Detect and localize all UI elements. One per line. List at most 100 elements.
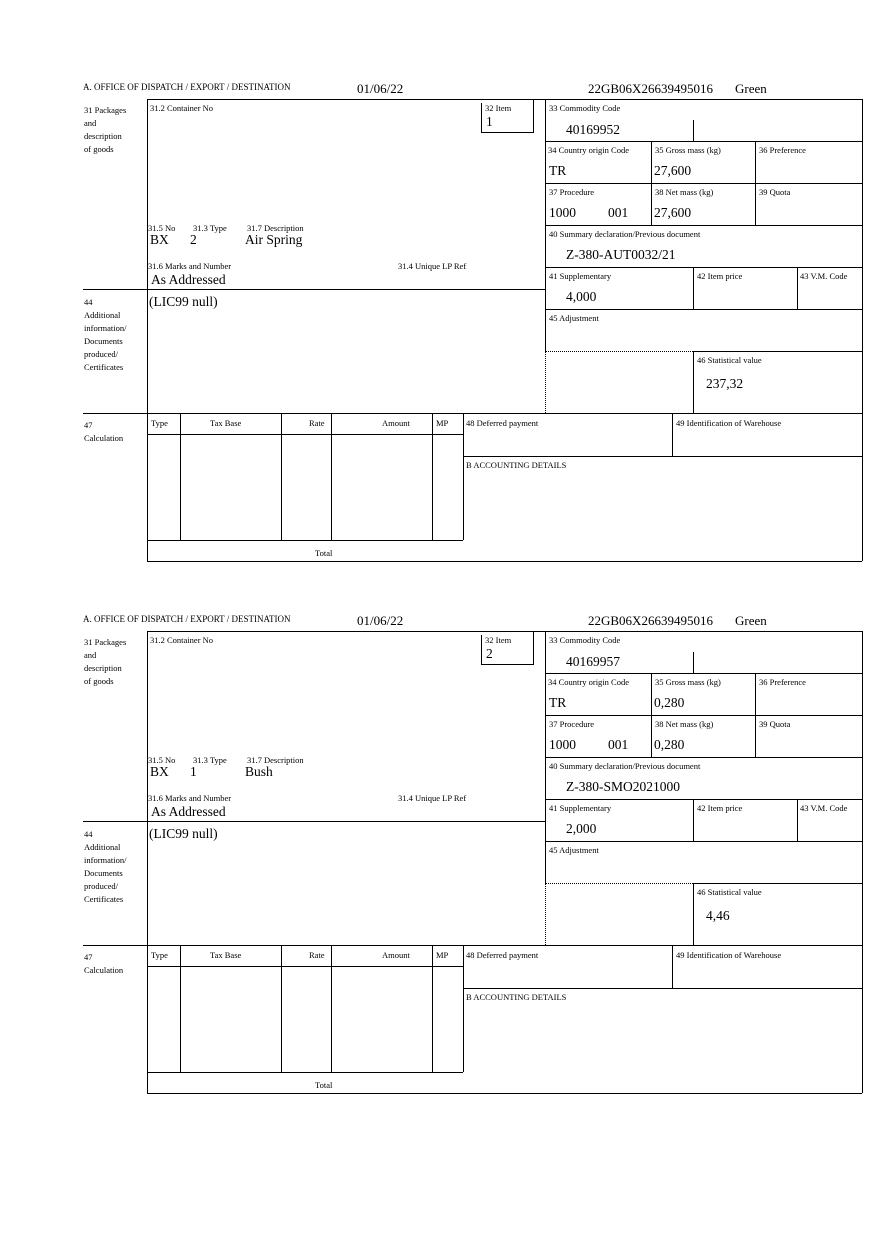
supplementary-label: 41 Supplementary <box>549 271 612 281</box>
marks-value: As Addressed <box>151 804 226 819</box>
horizontal-rule <box>545 141 862 142</box>
net-mass-label: 38 Net mass (kg) <box>655 187 714 197</box>
horizontal-rule <box>545 351 693 352</box>
type-value: 1 <box>190 764 197 779</box>
gross-mass-label: 35 Gross mass (kg) <box>655 677 721 687</box>
vertical-rule <box>180 945 181 1072</box>
accounting-details-label: B ACCOUNTING DETAILS <box>466 460 567 470</box>
type-label: 31.3 Type <box>193 755 227 765</box>
vertical-rule <box>281 945 282 1072</box>
horizontal-rule <box>545 183 862 184</box>
calculation-label: 47 Calculation <box>84 952 124 975</box>
vertical-rule <box>651 141 652 225</box>
additional-info-value: (LIC99 null) <box>149 826 218 841</box>
vertical-rule <box>693 799 694 841</box>
vertical-rule <box>797 267 798 309</box>
type-label: 31.3 Type <box>193 223 227 233</box>
supplementary-value: 4,000 <box>566 289 597 304</box>
item-label: 32 Item <box>485 103 512 113</box>
vertical-rule <box>693 120 694 141</box>
vertical-rule <box>545 883 546 945</box>
channel-status: Green <box>735 613 767 628</box>
no-value: BX <box>150 232 169 247</box>
vertical-rule <box>693 267 694 309</box>
summary-declaration-value: Z-380-AUT0032/21 <box>566 247 676 262</box>
vm-code-label: 43 V.M. Code <box>800 803 848 813</box>
marks-label: 31.6 Marks and Number <box>148 261 232 271</box>
summary-declaration-label: 40 Summary declaration/Previous document <box>549 761 701 771</box>
no-label: 31.5 No <box>148 755 176 765</box>
item-price-label: 42 Item price <box>697 803 743 813</box>
vertical-rule <box>755 141 756 225</box>
commodity-code-value: 40169957 <box>566 654 620 669</box>
container-no-label: 31.2 Container No <box>150 103 214 113</box>
vertical-rule <box>862 631 863 1093</box>
summary-declaration-value: Z-380-SMO2021000 <box>566 779 680 794</box>
vertical-rule <box>693 883 694 945</box>
commodity-code-value: 40169952 <box>566 122 620 137</box>
horizontal-rule <box>545 841 862 842</box>
item-price-label: 42 Item price <box>697 271 743 281</box>
procedure-label: 37 Procedure <box>549 719 595 729</box>
warehouse-label: 49 Identification of Warehouse <box>676 950 782 960</box>
description-value: Air Spring <box>245 232 303 247</box>
vertical-rule <box>672 945 673 988</box>
col-mp-header: MP <box>436 950 449 960</box>
horizontal-rule <box>83 945 862 946</box>
horizontal-rule <box>83 413 862 414</box>
horizontal-rule <box>147 966 463 967</box>
horizontal-rule <box>83 289 545 290</box>
adjustment-label: 45 Adjustment <box>549 313 599 323</box>
declaration-item-form: A. OFFICE OF DISPATCH / EXPORT / DESTINA… <box>0 0 882 1094</box>
commodity-code-label: 33 Commodity Code <box>549 635 621 645</box>
vertical-rule <box>545 351 546 413</box>
procedure-extra-value: 001 <box>608 737 629 752</box>
calculation-label: 47 Calculation <box>84 420 124 443</box>
no-label: 31.5 No <box>148 223 176 233</box>
col-tax-base-header: Tax Base <box>210 418 242 428</box>
supplementary-value: 2,000 <box>566 821 597 836</box>
item-label: 32 Item <box>485 635 512 645</box>
vertical-rule <box>180 413 181 540</box>
vm-code-label: 43 V.M. Code <box>800 271 848 281</box>
net-mass-value: 27,600 <box>654 205 692 220</box>
vertical-rule <box>147 99 148 561</box>
declaration-date: 01/06/22 <box>357 81 404 96</box>
col-amount-header: Amount <box>382 418 410 428</box>
horizontal-rule <box>545 883 693 884</box>
declaration-reference: 22GB06X26639495016 <box>588 613 713 628</box>
col-type-header: Type <box>151 950 168 960</box>
horizontal-rule <box>545 267 862 268</box>
vertical-rule <box>693 351 694 413</box>
preference-label: 36 Preference <box>759 677 806 687</box>
preference-label: 36 Preference <box>759 145 806 155</box>
net-mass-value: 0,280 <box>654 737 685 752</box>
packages-label: 31 Packages and description of goods <box>84 105 127 154</box>
declaration-item-form: A. OFFICE OF DISPATCH / EXPORT / DESTINA… <box>0 0 882 562</box>
horizontal-rule <box>147 540 463 541</box>
statistical-value-value: 4,46 <box>706 908 730 923</box>
marks-value: As Addressed <box>151 272 226 287</box>
horizontal-rule <box>481 132 533 133</box>
vertical-rule <box>463 945 464 1072</box>
horizontal-rule <box>147 1093 862 1094</box>
vertical-rule <box>862 99 863 561</box>
horizontal-rule <box>545 673 862 674</box>
vertical-rule <box>693 652 694 673</box>
horizontal-rule <box>545 309 862 310</box>
vertical-rule <box>331 945 332 1072</box>
gross-mass-value: 0,280 <box>654 695 685 710</box>
vertical-rule <box>651 673 652 757</box>
country-origin-label: 34 Country origin Code <box>548 145 629 155</box>
vertical-rule <box>481 103 482 133</box>
col-tax-base-header: Tax Base <box>210 950 242 960</box>
col-rate-header: Rate <box>309 950 325 960</box>
item-value: 2 <box>486 646 493 661</box>
vertical-rule <box>432 413 433 540</box>
horizontal-rule <box>545 225 862 226</box>
col-rate-header: Rate <box>309 418 325 428</box>
horizontal-rule <box>463 988 862 989</box>
horizontal-rule <box>147 99 862 100</box>
adjustment-label: 45 Adjustment <box>549 845 599 855</box>
horizontal-rule <box>83 821 545 822</box>
